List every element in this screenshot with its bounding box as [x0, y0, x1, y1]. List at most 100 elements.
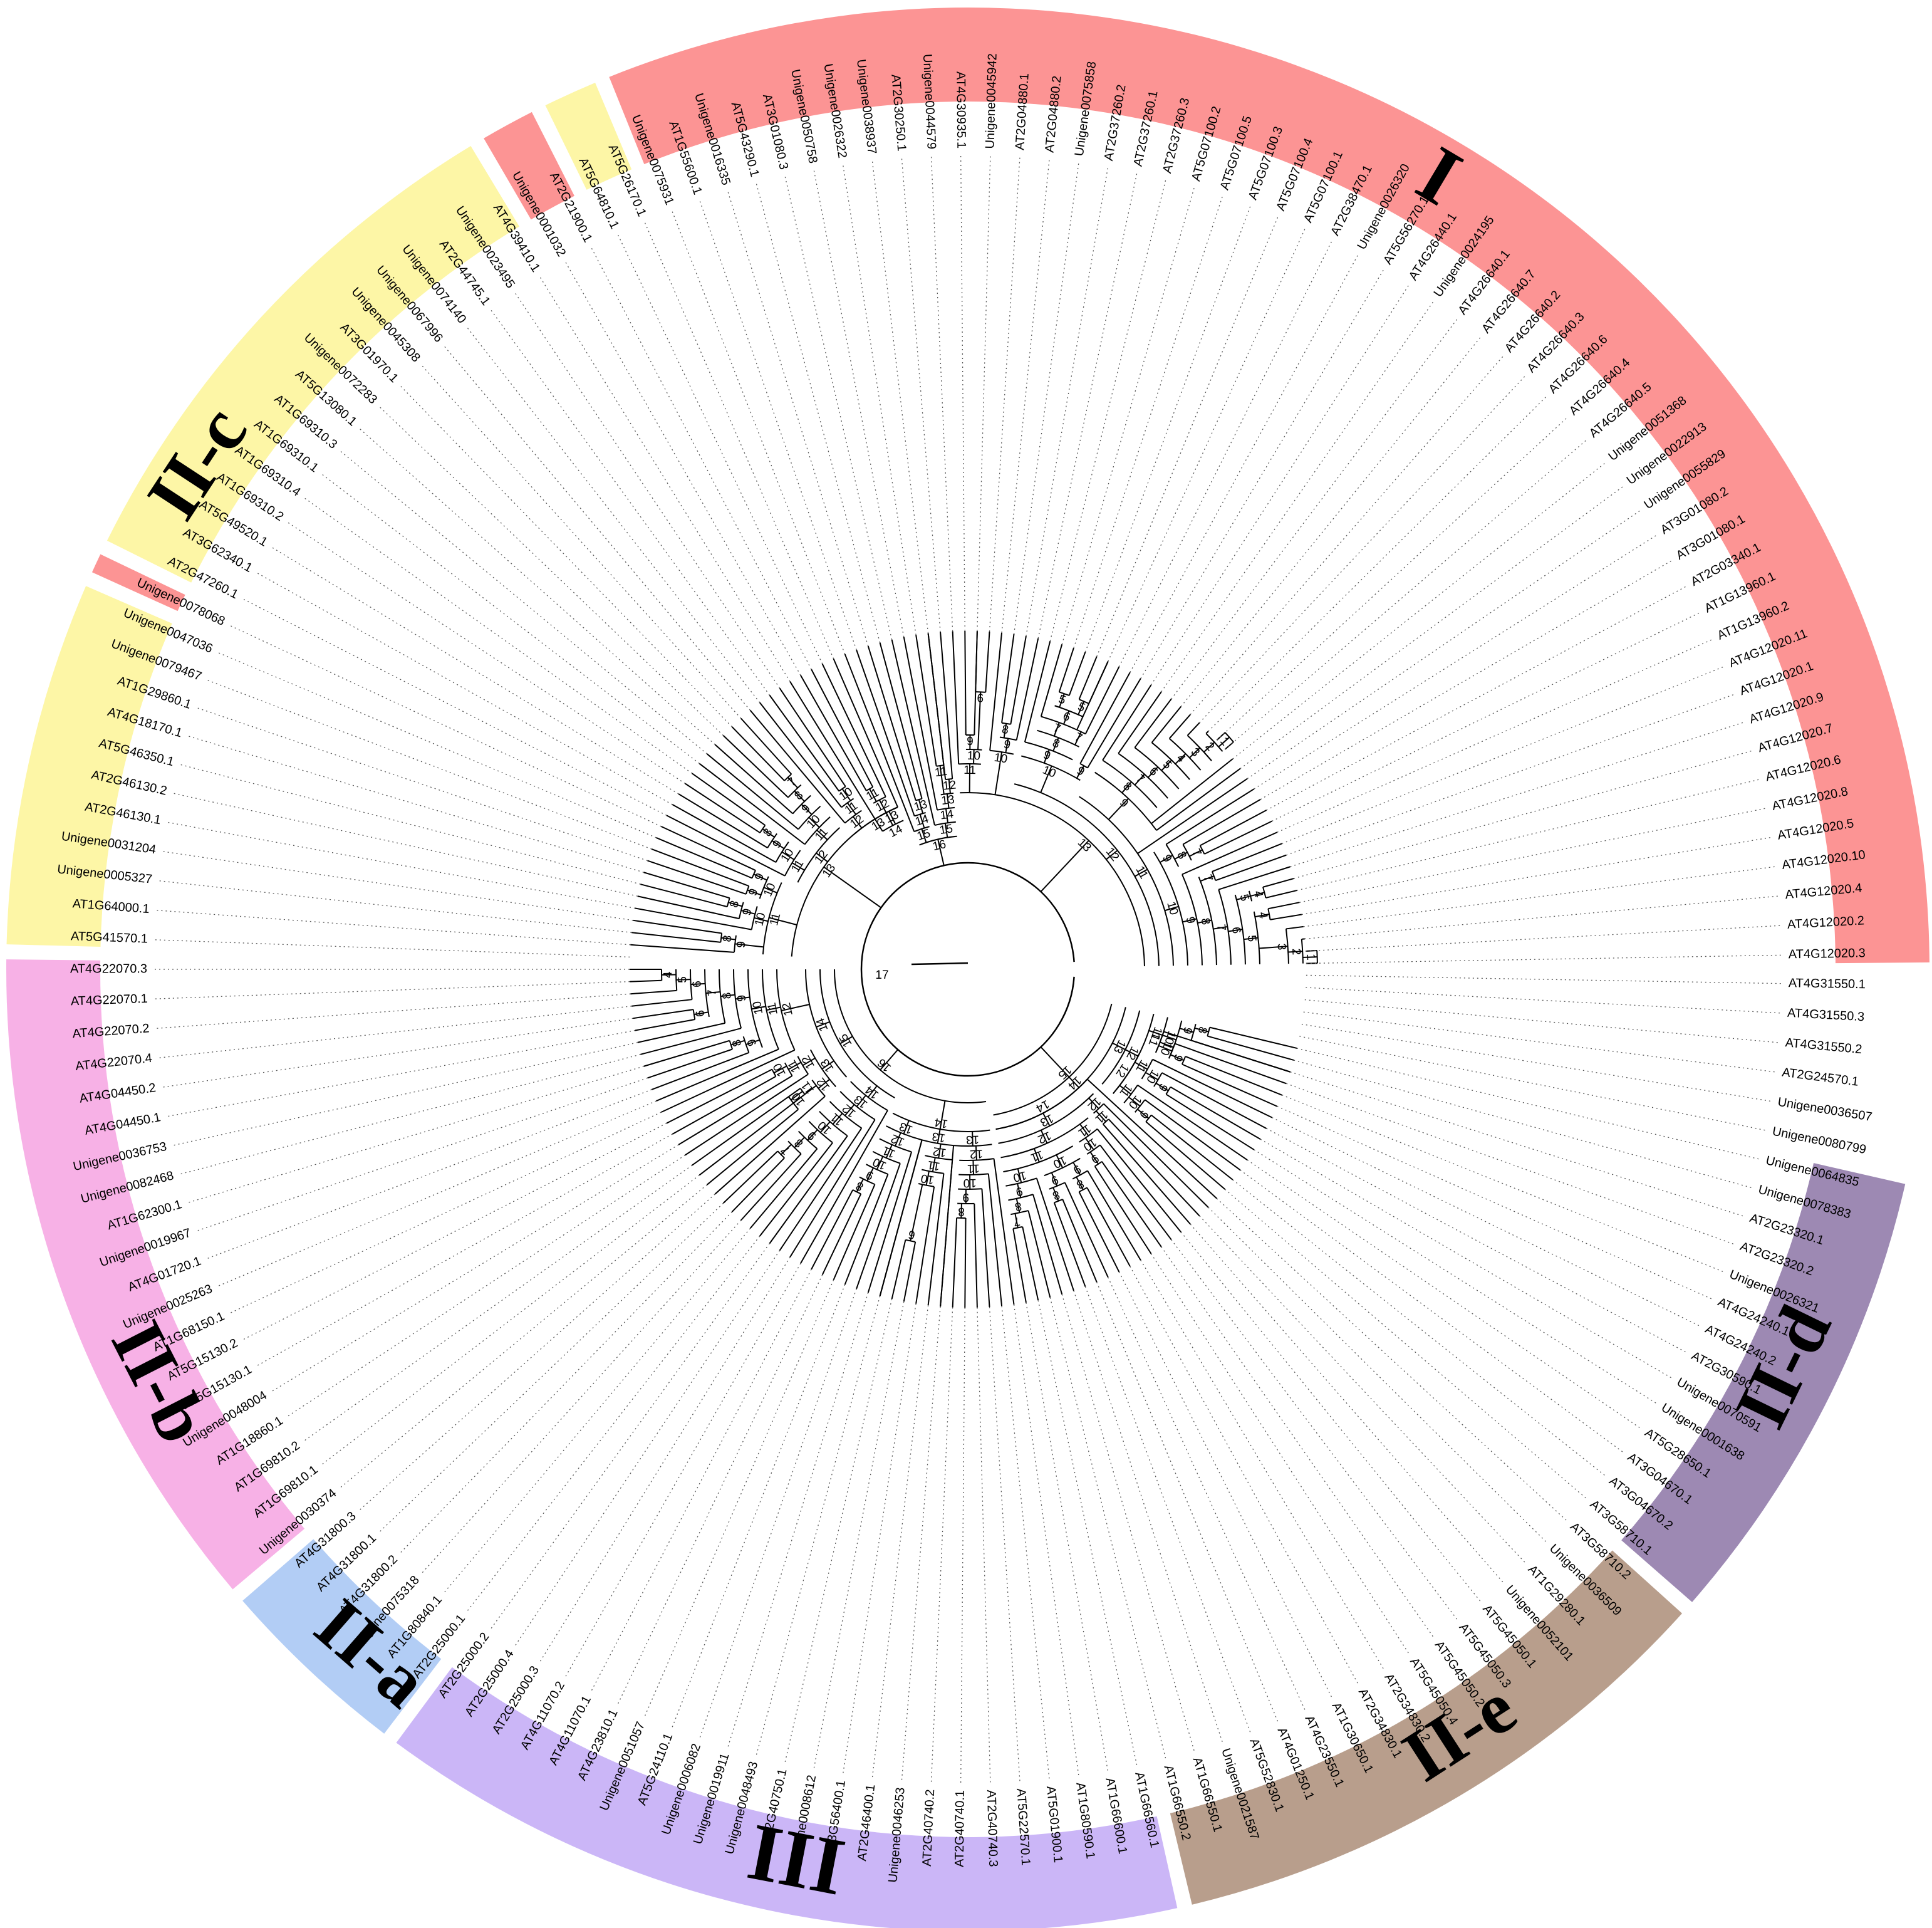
tree-branch-stem [808, 816, 820, 828]
node-label: 8 [1051, 736, 1061, 751]
tree-branch-tip [1151, 1114, 1233, 1180]
leaf-label: AT4G22070.3 [70, 962, 147, 976]
tree-branch-arc [738, 902, 744, 919]
tree-branch-stem [1250, 892, 1265, 897]
root-node-label: 17 [875, 969, 888, 982]
tree-branch-stem [1147, 766, 1159, 778]
leaf-guide-line [960, 155, 965, 632]
leaf-guide-line [158, 880, 632, 933]
leaf-guide-line [303, 497, 693, 774]
tree-branch-arc [788, 1096, 799, 1110]
tree-branch-stem [781, 851, 795, 860]
leaf-guide-line [514, 1250, 781, 1647]
tree-branch-stem [1182, 918, 1197, 923]
node-label: 9 [1014, 1184, 1024, 1199]
tree-branch-tip [856, 1163, 901, 1290]
node-label: 10 [1012, 1169, 1028, 1185]
tree-branch-tip [640, 883, 728, 908]
leaf-guide-line [444, 345, 751, 711]
tree-branch-tip [1078, 1191, 1120, 1273]
tree-branch-stem [885, 812, 894, 826]
leaf-guide-line [1294, 1060, 1753, 1189]
tree-branch-tip [651, 848, 749, 887]
tree-branch-stem [1288, 951, 1303, 953]
tree-branch-tip [656, 836, 752, 879]
tree-branch-stem [740, 909, 756, 915]
tree-branch-tip [769, 1135, 848, 1244]
leaf-guide-line [162, 851, 633, 921]
tree-branch-stem [781, 1144, 792, 1155]
tree-branch-stem [1244, 937, 1259, 941]
leaf-label: Unigene0080799 [1771, 1125, 1867, 1157]
tree-branch-tip [1207, 1035, 1294, 1061]
tree-branch-stem [1189, 747, 1201, 759]
leaf-guide-line [1140, 1259, 1384, 1670]
tree-branch-stem [1078, 701, 1085, 715]
leaf-guide-line [1306, 925, 1782, 952]
leaf-guide-line [644, 221, 834, 659]
tree-branch-stem [1040, 1130, 1048, 1144]
tree-branch-tip [1068, 652, 1086, 696]
tree-branch-tip [987, 1174, 1003, 1306]
leaf-guide-line [1216, 417, 1567, 741]
tree-branch-tip [631, 999, 692, 1007]
tree-branch-stem [791, 862, 805, 871]
tree-branch-stem [1155, 1082, 1169, 1092]
leaf-label: AT4G12020.3 [1789, 946, 1866, 961]
tree-branch-arc [797, 805, 821, 830]
leaf-guide-line [1247, 509, 1641, 779]
leaf-guide-line [699, 200, 857, 650]
tree-branches: 1234455677897891012345678911975567891012… [630, 631, 1318, 1308]
tree-branch-tip [678, 1075, 793, 1145]
tree-branch-tip [630, 989, 677, 995]
tree-branch-stem [1056, 1154, 1064, 1169]
leaf-guide-line [1290, 722, 1744, 867]
leaf-guide-line [400, 385, 732, 727]
leaf-guide-line [172, 793, 638, 897]
tree-branch-tip [1062, 1199, 1098, 1283]
tree-branch-stem [944, 823, 948, 838]
leaf-guide-line [989, 1306, 1021, 1783]
leaf-guide-line [1049, 179, 1166, 642]
tree-branch-tip [927, 633, 945, 766]
tree-branch-stem [937, 1128, 941, 1144]
tree-branch-tip [699, 763, 806, 845]
leaf-guide-line [564, 261, 801, 675]
leaf-guide-line [1118, 240, 1332, 667]
tree-branch-tip [706, 753, 799, 830]
leaf-guide-line [444, 1227, 751, 1593]
tree-branch-tip [800, 675, 867, 791]
node-label: 6 [977, 692, 984, 705]
leaf-guide-line [539, 276, 791, 682]
node-label: 9 [746, 887, 761, 898]
tree-branch-tip [1268, 902, 1300, 910]
tree-branch-tip [1209, 1026, 1297, 1049]
leaf-guide-line [400, 1211, 732, 1554]
tree-branch-stem [787, 776, 799, 789]
leaf-guide-line [1001, 159, 1050, 633]
tree-branch-stem [832, 1113, 843, 1125]
leaf-guide-line [358, 1194, 715, 1511]
node-label: 8 [1074, 1177, 1086, 1192]
leaf-guide-line [1208, 395, 1547, 732]
node-label: 12 [1113, 1061, 1131, 1080]
leaf-guide-line [1254, 534, 1658, 789]
leaf-guide-line [1073, 195, 1223, 649]
node-label: 9 [1155, 1081, 1170, 1093]
tree-branch-stem [880, 1049, 899, 1071]
leaf-guide-line [901, 1306, 941, 1781]
leaf-guide-line [1306, 974, 1782, 984]
leaf-guide-line [989, 156, 1021, 632]
tree-branch-tip [1270, 914, 1302, 920]
node-label: 11 [927, 1158, 941, 1173]
clade-ring-segment-ii-a-7 [242, 1539, 442, 1734]
leaf-label: Unigene0036507 [1777, 1095, 1873, 1124]
leaf-guide-line [490, 1243, 771, 1630]
tree-branch-tip [1040, 644, 1063, 717]
leaf-guide-line [1001, 1306, 1050, 1780]
tree-branch-arc [819, 1110, 848, 1137]
tree-branch-tip [974, 1203, 978, 1308]
tree-branch-stem [846, 802, 857, 815]
tree-branch-tip [1088, 661, 1109, 704]
tree-branch-tip [867, 1152, 913, 1293]
